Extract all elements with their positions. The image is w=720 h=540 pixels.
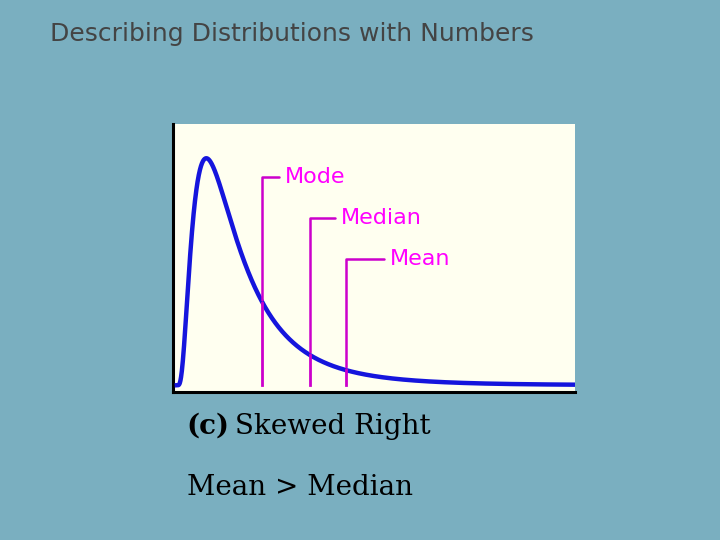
Text: Mode: Mode	[263, 167, 346, 300]
Text: Mean: Mean	[346, 249, 451, 367]
Text: Mean > Median: Mean > Median	[187, 474, 413, 501]
Text: Describing Distributions with Numbers: Describing Distributions with Numbers	[50, 22, 534, 45]
Text: (c): (c)	[187, 413, 230, 440]
Text: Median: Median	[310, 208, 421, 353]
Text: Skewed Right: Skewed Right	[226, 413, 431, 440]
